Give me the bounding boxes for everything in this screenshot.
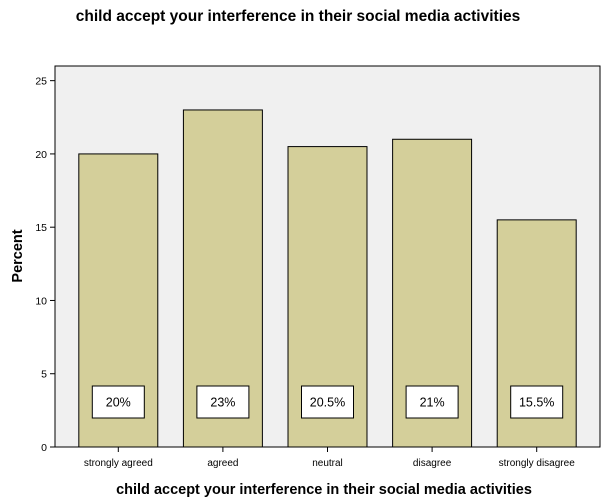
x-tick-label: strongly disagree [499, 458, 576, 469]
data-label-box [301, 385, 354, 419]
data-label-box [510, 385, 564, 419]
y-axis-title: Percent [10, 229, 26, 282]
y-tick-label: 5 [41, 369, 47, 381]
x-axis-title: child accept your interference in their … [116, 482, 532, 498]
bars: 20% 23% 20.5% 21% 15.5% [78, 109, 577, 448]
data-label-box [91, 385, 145, 419]
x-tick-label: strongly agreed [84, 458, 153, 469]
x-axis: strongly agreed agreed neutral disagree stro… [84, 447, 575, 469]
data-label: 23% [210, 396, 235, 410]
y-tick-label: 25 [35, 76, 47, 88]
data-label: 20% [106, 396, 131, 410]
data-label: 21% [420, 396, 445, 410]
y-tick-label: 10 [35, 295, 47, 307]
y-tick-label: 20 [35, 149, 47, 161]
y-axis: 0 5 10 15 20 25 [35, 76, 55, 454]
x-tick-label: neutral [312, 458, 343, 469]
y-tick-label: 15 [35, 222, 47, 234]
data-label: 15.5% [519, 396, 554, 410]
y-tick-label: 0 [41, 442, 47, 454]
data-label-box [196, 385, 250, 419]
x-tick-label: disagree [413, 458, 452, 469]
x-tick-label: agreed [207, 458, 238, 469]
data-label-box [405, 385, 459, 419]
chart-title: child accept your interference in their … [75, 8, 521, 25]
data-label: 20.5% [310, 396, 345, 410]
